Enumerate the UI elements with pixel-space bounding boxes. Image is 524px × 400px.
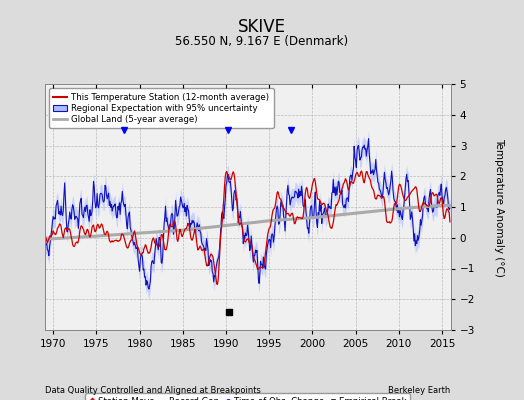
Y-axis label: Temperature Anomaly (°C): Temperature Anomaly (°C) [495, 138, 505, 276]
Text: 56.550 N, 9.167 E (Denmark): 56.550 N, 9.167 E (Denmark) [176, 35, 348, 48]
Text: Data Quality Controlled and Aligned at Breakpoints: Data Quality Controlled and Aligned at B… [45, 386, 260, 395]
Legend: Station Move, Record Gap, Time of Obs. Change, Empirical Break: Station Move, Record Gap, Time of Obs. C… [85, 394, 410, 400]
Text: Berkeley Earth: Berkeley Earth [388, 386, 451, 395]
Text: SKIVE: SKIVE [238, 18, 286, 36]
